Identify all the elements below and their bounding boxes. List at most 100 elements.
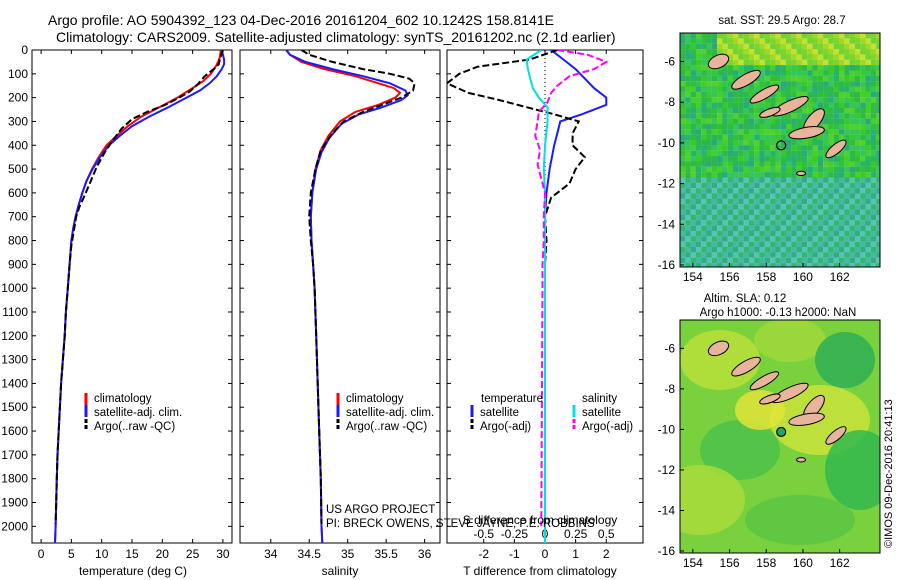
sla-map-title: Altim. SLA: 0.12	[704, 293, 786, 305]
x-tick-label: 36	[418, 547, 432, 561]
map-x-tick-label: 162	[830, 556, 850, 570]
y-tick-label: 100	[8, 67, 28, 81]
map-y-tick-label: -12	[658, 177, 676, 191]
top-tick-label: 0.5	[598, 527, 615, 541]
sla-map-subtitle: Argo h1000: -0.13 h2000: NaN	[700, 307, 857, 319]
difference-legend: temperature salinity satellite Argo(-adj…	[470, 393, 633, 433]
island	[707, 340, 730, 357]
legend-satellite-adj: satellite-adj. clim.	[94, 407, 182, 419]
sla-map: 154 156 158 160 162 -6 -8 -10 -12 -14 -16	[658, 319, 881, 570]
y-tick-label: 1500	[1, 400, 28, 414]
legend-argo: Argo(..raw -QC)	[94, 421, 175, 433]
map-y-tick-label: -6	[664, 54, 675, 68]
header-title: Argo profile: AO 5904392_123 04-Dec-2016…	[48, 12, 554, 28]
x-tick-label: 34	[264, 547, 278, 561]
map-x-tick-label: 158	[756, 556, 776, 570]
difference-xlabel-top: S difference from climatology	[463, 513, 618, 527]
legend-sal-argo: Argo(-adj)	[582, 421, 633, 433]
map-y-tick-label: -8	[664, 95, 675, 109]
temperature-panel	[31, 49, 233, 544]
y-tick-label: 400	[8, 138, 28, 152]
map-y-tick-label: -16	[658, 258, 676, 272]
map-x-tick-label: 156	[720, 270, 740, 284]
x-tick-label: 0	[38, 547, 45, 561]
y-tick-label: 1900	[1, 496, 28, 510]
y-tick-label: 1800	[1, 472, 28, 486]
legend-temp-argo: Argo(-adj)	[480, 421, 531, 433]
y-tick-label: 1600	[1, 424, 28, 438]
temperature-xlabel: temperature (deg C)	[79, 564, 187, 578]
y-tick-label: 1400	[1, 376, 28, 390]
imos-timestamp: ©IMOS 09-Dec-2016 20:41:13	[883, 399, 895, 548]
series-line	[534, 50, 609, 527]
difference-xlabel: T difference from climatology	[463, 564, 617, 578]
island	[731, 356, 761, 377]
map-y-tick-label: -12	[658, 463, 676, 477]
x-tick-label: 35.5	[374, 547, 398, 561]
island	[825, 139, 847, 159]
y-tick-label: 600	[8, 186, 28, 200]
map-x-tick-label: 162	[830, 270, 850, 284]
project-label: US ARGO PROJECT	[326, 504, 435, 516]
salinity-chart: 34 34.5 35 35.5 36	[240, 49, 440, 561]
salinity-panel	[239, 49, 441, 544]
map-x-tick-label: 160	[793, 270, 813, 284]
map-frame	[679, 319, 881, 554]
island	[749, 84, 780, 104]
island	[749, 371, 780, 391]
map-y-tick-label: -6	[664, 341, 675, 355]
island	[759, 393, 781, 405]
map-x-tick-label: 160	[793, 556, 813, 570]
y-tick-label: 500	[8, 162, 28, 176]
x-tick-label: 15	[125, 547, 139, 561]
salinity-legend: climatology satellite-adj. clim. Argo(..…	[336, 393, 434, 433]
legend-salinity-header: salinity	[582, 393, 617, 405]
y-tick-label: 800	[8, 234, 28, 248]
salinity-xlabel: salinity	[322, 564, 359, 578]
temperature-legend: climatology satellite-adj. clim. Argo(..…	[84, 393, 182, 433]
argo-location-marker	[776, 426, 787, 438]
legend-climatology: climatology	[94, 393, 152, 405]
y-tick-label: 1100	[2, 305, 28, 319]
sst-map: 154 156 158 160 162 -6 -8 -10 -12 -14 -16	[658, 32, 881, 284]
series-line	[447, 50, 587, 527]
island	[707, 53, 730, 70]
y-tick-label: 0	[21, 43, 28, 57]
top-tick-label: -0.25	[501, 527, 529, 541]
x-tick-label: 35	[341, 547, 355, 561]
y-tick-label: 300	[8, 114, 28, 128]
x-tick-label: 0	[542, 547, 549, 561]
x-tick-label: 10	[95, 547, 109, 561]
island	[796, 457, 807, 463]
map-y-tick-label: -8	[664, 382, 675, 396]
legend-temperature-header: temperature	[481, 393, 543, 405]
sst-map-title: sat. SST: 29.5 Argo: 28.7	[718, 15, 845, 27]
island	[825, 426, 847, 445]
x-tick-label: 34.5	[298, 547, 322, 561]
island	[731, 69, 761, 90]
legend-climatology: climatology	[346, 393, 404, 405]
series-line	[54, 50, 224, 524]
y-tick-label: 1200	[1, 329, 28, 343]
legend-argo: Argo(..raw -QC)	[346, 421, 427, 433]
map-y-tick-label: -10	[658, 422, 676, 436]
temperature-chart: 0100200300400500600700800900100011001200…	[1, 43, 232, 561]
top-tick-label: -0.5	[473, 527, 494, 541]
map-y-tick-label: -14	[658, 503, 676, 517]
legend-temp-satellite: satellite	[480, 407, 519, 419]
legend-sal-satellite: satellite	[582, 407, 621, 419]
x-tick-label: 20	[156, 547, 170, 561]
argo-location-marker	[776, 140, 787, 151]
map-y-tick-label: -14	[658, 217, 676, 231]
island	[788, 126, 825, 140]
map-x-tick-label: 154	[683, 556, 703, 570]
map-x-tick-label: 158	[756, 270, 776, 284]
map-frame	[679, 32, 881, 268]
map-x-tick-label: 156	[720, 556, 740, 570]
y-tick-label: 200	[8, 91, 28, 105]
y-tick-label: 2000	[1, 519, 28, 533]
y-tick-label: 1300	[1, 353, 28, 367]
legend-satellite-adj: satellite-adj. clim.	[346, 407, 434, 419]
